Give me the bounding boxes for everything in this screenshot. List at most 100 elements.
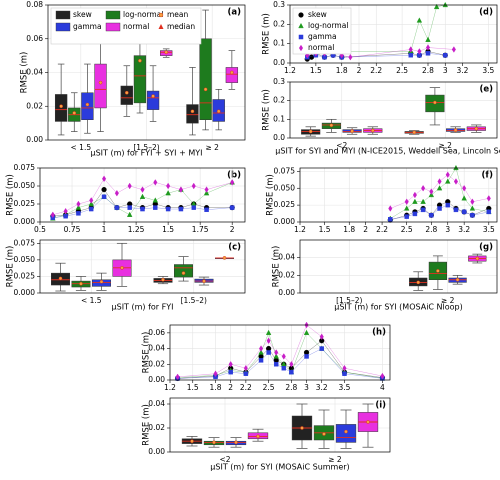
legend-marker <box>298 12 304 18</box>
x-axis-label: μSIT (m) for FYI <box>112 303 174 312</box>
x-tick-label: < 1.5 <box>71 143 92 152</box>
y-tick-label: 0.2 <box>273 19 285 28</box>
x-tick-label: 2.8 <box>422 66 434 75</box>
point <box>165 206 171 212</box>
x-tick-label: 2.5 <box>396 66 408 75</box>
x-tick-label: 3 <box>445 225 450 234</box>
panel: 0.00 0.02 0.04 0.06 0.08 RMSE (m) μSIT (m) for… <box>20 0 246 158</box>
legend-box <box>50 7 202 45</box>
point <box>229 205 235 210</box>
y-axis-label: RMSE (m) <box>20 52 30 94</box>
y-axis-label: RMSE (m) <box>266 174 276 216</box>
legend-label: normal <box>308 43 334 52</box>
legend-swatch <box>105 22 121 32</box>
mean <box>474 126 479 131</box>
mean <box>216 109 221 114</box>
mean <box>322 432 326 436</box>
legend-marker <box>298 22 304 29</box>
x-tick-label: 1.8 <box>343 225 355 234</box>
mean <box>370 128 375 133</box>
x-tick-label: 2.8 <box>425 225 437 234</box>
x-tick-label: 2.8 <box>285 383 297 392</box>
x-axis-label: μSIT for SYI and MYI (N-ICE2015, Weddell… <box>275 147 500 156</box>
point <box>342 364 347 372</box>
point <box>429 188 434 195</box>
point <box>152 197 159 203</box>
x-tick-label: 1.2 <box>284 66 296 75</box>
x-tick-label: 3 <box>304 383 309 392</box>
point <box>139 193 146 199</box>
point <box>453 164 459 171</box>
legend-median <box>158 24 164 29</box>
point <box>191 205 196 210</box>
y-tick-label: 0.08 <box>26 0 43 9</box>
mean <box>161 277 165 282</box>
y-tick-label: 0.04 <box>26 68 43 77</box>
x-tick-label: 3.5 <box>482 66 494 75</box>
legend-label: log-normal <box>308 21 348 30</box>
point <box>126 211 133 217</box>
point <box>412 211 418 217</box>
y-tick-label: 0.075 <box>14 238 36 247</box>
point <box>425 44 431 51</box>
x-tick-label: <2 <box>219 455 230 464</box>
y-tick-label: 0.3 <box>273 0 285 9</box>
y-tick-label: 0.04 <box>278 253 295 262</box>
point <box>213 370 218 377</box>
point <box>228 369 233 375</box>
y-tick-label: 0.1 <box>273 114 285 123</box>
legend-swatch <box>55 10 71 20</box>
box <box>225 67 239 83</box>
point <box>404 198 409 206</box>
mean <box>203 87 208 92</box>
point <box>266 345 272 352</box>
box <box>94 63 107 109</box>
y-tick-label: 0.000 <box>274 217 296 226</box>
legend-label: mean <box>167 10 189 19</box>
legend-label: median <box>167 22 195 31</box>
x-tick-label: 2 <box>357 66 362 75</box>
x-tick-label: 2 <box>228 383 233 392</box>
point <box>445 178 451 184</box>
x-tick-label: 2.2 <box>240 383 252 392</box>
x-tick-label: ≥ 2 <box>205 143 219 152</box>
x-tick-label: 2.5 <box>401 225 413 234</box>
point <box>228 361 233 368</box>
point <box>101 194 107 200</box>
mean <box>222 256 227 260</box>
point <box>258 358 264 363</box>
point <box>127 182 132 190</box>
mean <box>85 102 90 107</box>
panel: 0.000 0.025 0.050 0.075 RMSE (m) (b) 0.5 0.75 1 1… <box>6 163 246 234</box>
point <box>469 205 476 211</box>
point <box>437 178 442 185</box>
x-tick-label: 0.75 <box>64 225 81 234</box>
plot-frame <box>39 239 246 294</box>
x-tick-label: ≥ 2 <box>328 455 342 464</box>
panel-label: (a) <box>227 8 241 18</box>
point <box>425 51 431 56</box>
y-axis-label: RMSE (m) <box>142 332 152 374</box>
mean <box>455 277 460 282</box>
series-line <box>390 167 489 219</box>
point <box>451 46 456 53</box>
panel-label: (b) <box>227 171 241 181</box>
panel-label: (g) <box>479 243 493 253</box>
x-tick-label: 2 <box>363 225 368 234</box>
box <box>120 85 133 105</box>
point <box>403 205 410 211</box>
y-tick-label: 0.06 <box>26 34 43 43</box>
x-tick-label: 1.5 <box>319 225 331 234</box>
point <box>433 3 440 10</box>
point <box>380 372 385 380</box>
legend-label: normal <box>123 22 149 31</box>
x-tick-label: 1.2 <box>164 383 176 392</box>
point <box>388 217 393 222</box>
point <box>153 205 158 210</box>
point <box>304 354 309 359</box>
x-tick-label: 4 <box>380 383 385 392</box>
y-tick-label: 0.02 <box>148 423 165 432</box>
point <box>243 364 248 372</box>
